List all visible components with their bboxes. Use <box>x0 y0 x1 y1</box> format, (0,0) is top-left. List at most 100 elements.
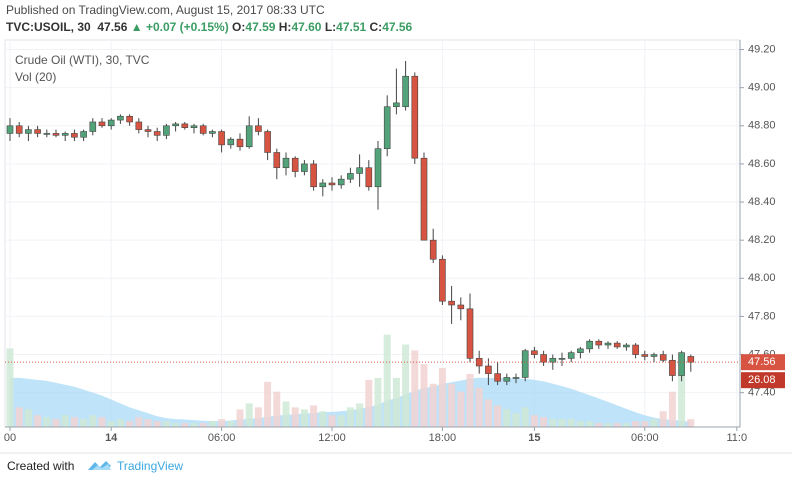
y-tick-label: 47.40 <box>748 387 776 399</box>
candle-body <box>107 119 115 127</box>
y-tick-label: 49.00 <box>748 82 776 94</box>
candle-body <box>457 304 465 310</box>
candle-body <box>632 344 639 355</box>
x-tick-label: 06:00 <box>208 432 236 444</box>
candle-body <box>117 115 124 121</box>
candle-body <box>71 133 78 138</box>
volume-bar <box>291 407 299 427</box>
tradingview-logo <box>88 461 111 470</box>
y-tick-label: 49.20 <box>748 43 776 55</box>
candle-body <box>209 131 216 134</box>
candle-body <box>34 129 41 134</box>
header: Published on TradingView.com, August 15,… <box>6 2 412 36</box>
volume-bar <box>116 419 124 427</box>
volume-bar <box>595 423 603 427</box>
published: Published on TradingView.com, August 15,… <box>6 3 325 17</box>
volume-bar <box>98 417 106 427</box>
candle-body <box>153 131 161 136</box>
candle-body <box>337 178 345 186</box>
candle-body <box>328 182 336 186</box>
candle-body <box>365 167 373 188</box>
candle-body <box>641 354 649 357</box>
volume-bar <box>586 421 594 427</box>
y-tick-label: 48.00 <box>748 272 776 284</box>
volume-bar <box>512 413 520 427</box>
ohlc-label: O: <box>232 20 246 34</box>
volume-bar <box>613 423 621 427</box>
volume-ma-label: 26.08 <box>748 374 776 386</box>
volume-bar <box>218 419 226 427</box>
volume-bar <box>365 379 373 427</box>
volume-bar <box>549 419 557 427</box>
volume-bar <box>622 423 630 427</box>
volume-bar <box>411 350 419 427</box>
volume-bar <box>650 419 658 427</box>
candle-body <box>236 138 244 148</box>
volume-bar <box>328 415 336 427</box>
volume-bar <box>264 381 272 427</box>
candle-body <box>393 102 400 108</box>
volume-ma-box <box>741 372 785 389</box>
candle-body <box>282 157 290 169</box>
volume-bar <box>448 383 456 427</box>
volume-bar <box>521 407 529 427</box>
volume-bar <box>540 417 548 427</box>
volume-bar <box>337 415 345 427</box>
candle-body <box>420 157 428 241</box>
candle-body <box>356 167 363 174</box>
last-price-box <box>741 354 785 371</box>
x-tick-label: 00 <box>4 432 16 444</box>
candle-body <box>567 352 575 359</box>
last-price-label: 47.56 <box>748 356 776 368</box>
candle-body <box>25 129 32 134</box>
ohlc-value: 47.51 <box>336 20 367 34</box>
footer-brand: TradingView <box>117 459 183 473</box>
volume-bar <box>383 334 391 427</box>
candle-body <box>89 121 97 132</box>
volume-bar <box>80 419 88 427</box>
candle-body <box>144 129 152 132</box>
ohlc-value: 47.60 <box>291 20 322 34</box>
candle-body <box>245 125 253 148</box>
volume-bar <box>172 423 180 427</box>
volume-bar <box>374 377 382 427</box>
volume-bar <box>503 409 511 427</box>
candle-body <box>494 373 501 382</box>
candle-body <box>374 148 382 188</box>
candle-body <box>383 106 391 149</box>
candle-body <box>595 340 603 346</box>
candle-body <box>347 173 354 180</box>
volume-bar <box>687 419 695 427</box>
volume-bar <box>126 421 134 427</box>
symbol: TVC:USOIL, 30 <box>6 20 91 34</box>
candle-body <box>80 131 87 138</box>
volume-bar <box>558 419 566 427</box>
candle-body <box>43 133 51 135</box>
volume-bar <box>632 421 640 427</box>
volume-bar <box>420 364 428 427</box>
quote-line: TVC:USOIL, 30 47.56 ▲ +0.07 (+0.15%) O:4… <box>6 19 412 36</box>
candle-body <box>6 125 14 134</box>
candle-body <box>190 125 198 128</box>
x-tick-label: 18:00 <box>429 432 457 444</box>
volume-bar <box>162 421 170 427</box>
volume-bar <box>61 415 69 427</box>
candle-body <box>549 358 557 363</box>
chart-title: Crude Oil (WTI), 30, TVC <box>15 53 150 67</box>
volume-bar <box>181 423 189 427</box>
candle-body <box>15 125 23 134</box>
ohlc-value: 47.56 <box>382 20 413 34</box>
volume-bar <box>254 407 262 427</box>
candle-body <box>577 348 584 353</box>
volume-bar <box>43 417 51 427</box>
volume-bar <box>135 417 143 427</box>
volume-bar <box>208 421 216 427</box>
ohlc-label: C: <box>369 20 383 34</box>
candle-body <box>172 123 179 127</box>
candle-body <box>255 125 262 132</box>
candle-body <box>503 377 511 382</box>
candle-body <box>623 344 630 348</box>
volume-bar <box>604 423 612 427</box>
volume-bar <box>484 399 492 427</box>
